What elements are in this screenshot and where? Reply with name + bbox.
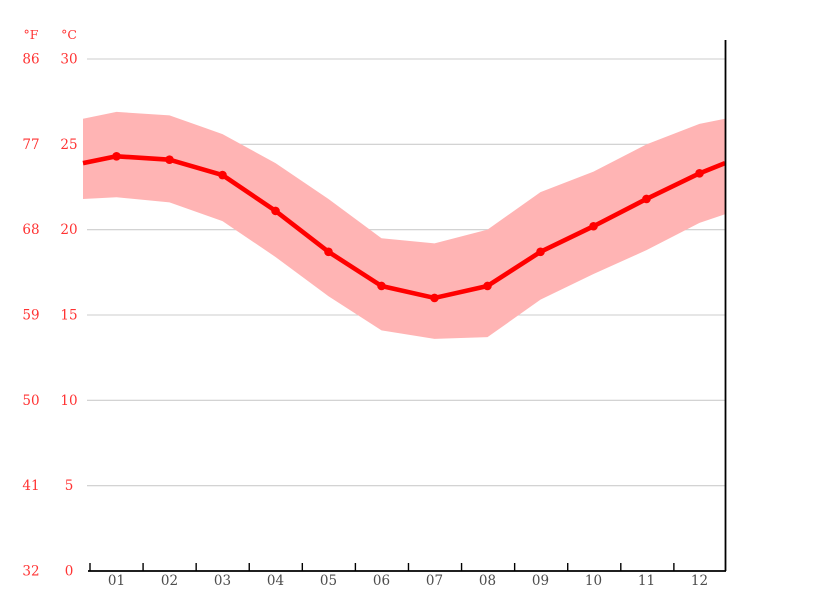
mean-temp-point-03 bbox=[218, 170, 227, 180]
fahrenheit-axis-unit: °F bbox=[24, 27, 39, 42]
x-tick-label-07: 07 bbox=[426, 573, 443, 589]
mean-temp-point-09 bbox=[536, 247, 545, 257]
mean-temp-point-12 bbox=[695, 169, 704, 178]
y-tick-fahrenheit-77: 77 bbox=[22, 137, 39, 153]
y-tick-celsius-30: 30 bbox=[60, 51, 77, 67]
mean-temp-point-04 bbox=[271, 206, 280, 216]
x-tick-label-03: 03 bbox=[214, 573, 231, 589]
y-tick-celsius-0: 0 bbox=[65, 564, 74, 580]
x-tick-label-02: 02 bbox=[161, 573, 178, 589]
mean-temp-point-11 bbox=[642, 194, 651, 204]
y-tick-fahrenheit-68: 68 bbox=[22, 222, 39, 238]
mean-temp-point-08 bbox=[483, 281, 492, 291]
x-tick-label-01: 01 bbox=[108, 573, 125, 589]
y-tick-fahrenheit-86: 86 bbox=[22, 51, 39, 67]
y-tick-celsius-10: 10 bbox=[60, 393, 77, 409]
y-tick-celsius-5: 5 bbox=[65, 478, 74, 494]
x-tick-label-05: 05 bbox=[320, 573, 337, 589]
mean-temp-point-07 bbox=[430, 293, 439, 303]
x-tick-label-06: 06 bbox=[373, 573, 390, 589]
temperature-min-max-band bbox=[83, 111, 725, 339]
celsius-axis-unit: °C bbox=[61, 27, 77, 42]
y-tick-celsius-20: 20 bbox=[60, 222, 77, 238]
mean-temperature-line bbox=[82, 153, 726, 301]
y-tick-fahrenheit-41: 41 bbox=[22, 478, 39, 494]
x-tick-label-04: 04 bbox=[267, 573, 284, 589]
y-tick-fahrenheit-59: 59 bbox=[22, 307, 39, 323]
x-tick-label-09: 09 bbox=[532, 573, 549, 589]
mean-temp-point-05 bbox=[324, 247, 333, 257]
x-tick-label-10: 10 bbox=[585, 573, 602, 589]
x-tick-label-08: 08 bbox=[479, 573, 496, 589]
x-tick-label-12: 12 bbox=[691, 573, 708, 589]
mean-temp-point-02 bbox=[165, 155, 174, 164]
y-tick-celsius-15: 15 bbox=[60, 307, 77, 323]
y-tick-celsius-25: 25 bbox=[60, 137, 77, 153]
mean-temp-point-10 bbox=[589, 221, 598, 231]
x-tick-label-11: 11 bbox=[638, 573, 655, 589]
y-tick-fahrenheit-32: 32 bbox=[22, 564, 39, 580]
y-tick-fahrenheit-50: 50 bbox=[22, 393, 39, 409]
mean-temp-point-01 bbox=[112, 151, 121, 161]
mean-temp-point-06 bbox=[377, 281, 386, 291]
